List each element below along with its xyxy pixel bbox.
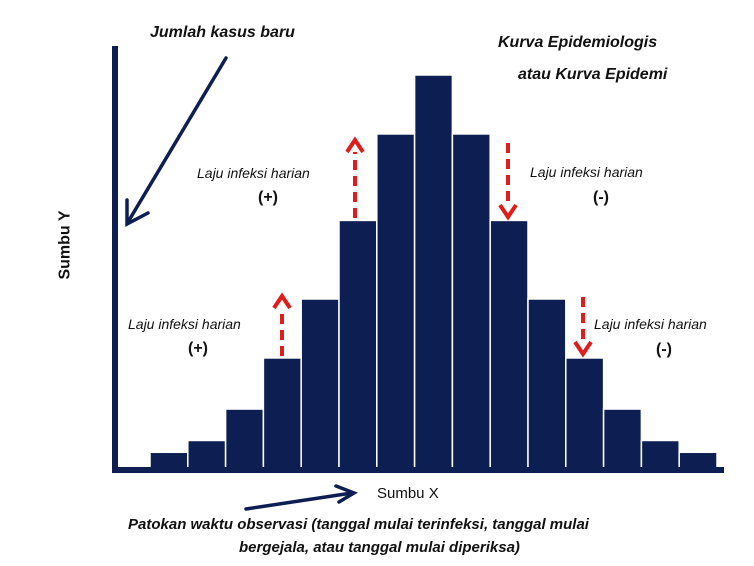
- y-annotation-arrow: [125, 56, 228, 227]
- rate-arrow-down-lower: [573, 297, 593, 358]
- annotation-lower-left-text: Laju infeksi harian: [128, 316, 241, 332]
- annotation-upper-left-text: Laju infeksi harian: [197, 165, 310, 181]
- annotation-lower-right-text: Laju infeksi harian: [594, 316, 707, 332]
- x-axis-label: Sumbu X: [377, 485, 439, 502]
- annotation-upper-right-text: Laju infeksi harian: [530, 164, 643, 180]
- annotation-lower-left-sign: (+): [188, 340, 208, 357]
- histogram-bar-12: [565, 357, 605, 469]
- histogram-bar-14: [640, 439, 680, 469]
- footer-line-1: Patokan waktu observasi (tanggal mulai t…: [128, 516, 589, 533]
- histogram-bar-6: [338, 219, 378, 469]
- histogram-bar-5: [300, 298, 340, 469]
- histogram-bar-11: [527, 298, 567, 469]
- x-annotation-arrow: [244, 484, 358, 511]
- title-line-2: atau Kurva Epidemi: [518, 66, 668, 83]
- histogram-bar-8: [413, 74, 454, 469]
- histogram-bars: [149, 74, 718, 469]
- annotation-lower-right-sign: (-): [656, 341, 672, 358]
- histogram-bar-3: [224, 408, 265, 469]
- histogram-bar-7: [376, 133, 416, 469]
- histogram-bar-13: [602, 408, 643, 469]
- histogram-bar-1: [149, 451, 189, 469]
- rate-arrow-up-lower: [272, 292, 292, 356]
- rate-arrow-down-upper: [498, 143, 518, 221]
- rate-arrow-up-upper: [345, 136, 365, 218]
- histogram-bar-10: [489, 219, 529, 469]
- annotation-upper-left-sign: (+): [258, 189, 278, 206]
- footer-line-2: bergejala, atau tanggal mulai diperiksa): [239, 539, 520, 556]
- histogram-bar-4: [262, 357, 302, 469]
- histogram-bar-15: [678, 451, 718, 469]
- annotation-upper-right-sign: (-): [593, 189, 609, 206]
- histogram-bar-9: [451, 133, 491, 469]
- y-axis-label: Sumbu Y: [56, 210, 74, 280]
- histogram-bar-2: [187, 439, 227, 469]
- y-axis-annotation: Jumlah kasus baru: [150, 24, 295, 41]
- title-line-1: Kurva Epidemiologis: [498, 34, 658, 51]
